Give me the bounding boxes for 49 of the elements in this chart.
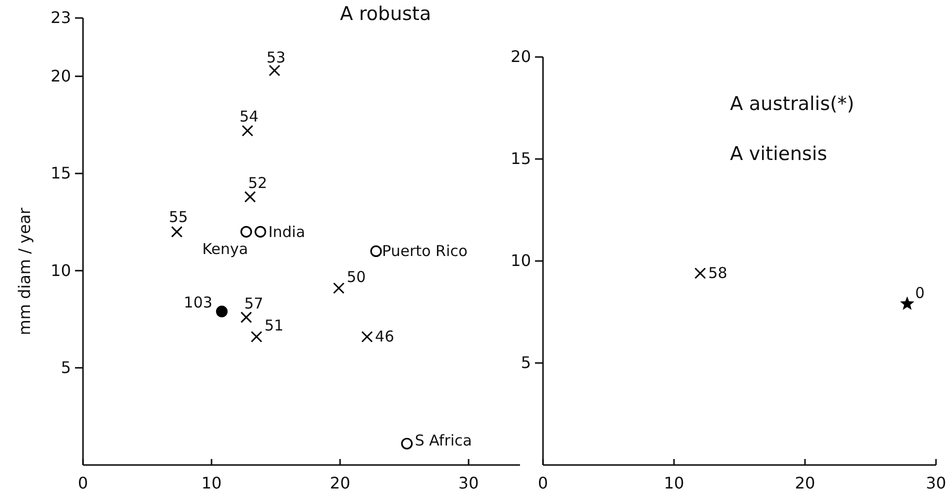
annotation: Kenya <box>202 240 248 258</box>
y-tick-label: 10 <box>50 260 71 280</box>
y-tick-label: 10 <box>510 251 531 270</box>
point <box>250 330 262 342</box>
x-tick-label: 30 <box>926 473 946 492</box>
annotation: S Africa <box>414 432 472 450</box>
y-tick-label: 20 <box>50 66 71 86</box>
y-tick-label: 5 <box>520 353 531 372</box>
annotation: 57 <box>244 294 264 312</box>
point <box>333 282 345 294</box>
point <box>254 226 266 238</box>
point <box>370 245 382 258</box>
y-tick-label: 15 <box>50 164 71 183</box>
y-tick-label: 5 <box>60 358 71 377</box>
annotation: India <box>268 222 306 241</box>
annotation: 103 <box>184 293 212 312</box>
annotation: 58 <box>708 264 728 282</box>
y-tick-label: 20 <box>510 47 531 66</box>
annotation: A australis(*) <box>730 93 854 115</box>
annotation: 51 <box>264 316 284 335</box>
annotation: 54 <box>240 108 259 126</box>
point <box>401 438 413 450</box>
annotation: A vitiensis <box>730 143 828 165</box>
x-tick-label: 0 <box>538 473 548 492</box>
point <box>240 312 252 324</box>
annotation: 55 <box>168 208 188 226</box>
point <box>361 330 373 342</box>
x-tick-label: 30 <box>458 473 479 492</box>
annotation: A robusta <box>340 3 432 25</box>
annotation: 53 <box>266 48 286 66</box>
x-tick-label: 10 <box>201 473 222 492</box>
y-axis-title: mm diam / year <box>15 207 34 336</box>
point <box>268 64 280 76</box>
x-tick-label: 10 <box>664 473 684 492</box>
point <box>244 191 256 203</box>
annotation: 46 <box>375 328 394 346</box>
annotation: 0 <box>915 284 925 302</box>
point <box>171 226 183 238</box>
x-tick-label: 20 <box>794 473 816 492</box>
point <box>240 226 252 238</box>
point <box>242 124 254 136</box>
annotation: Puerto Rico <box>382 242 468 260</box>
annotation: 52 <box>248 174 268 192</box>
x-tick-label: 20 <box>330 473 350 492</box>
point <box>216 306 228 318</box>
y-tick-label: 15 <box>510 149 531 168</box>
annotation: 50 <box>346 268 366 286</box>
y-tick-label: 23 <box>50 8 71 28</box>
x-tick-label: 0 <box>78 473 88 492</box>
